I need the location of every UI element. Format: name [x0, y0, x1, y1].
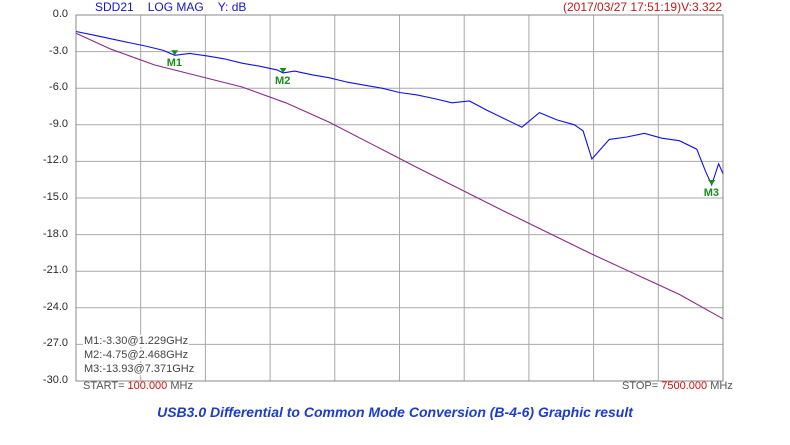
marker-symbol — [708, 179, 716, 185]
figure-caption: USB3.0 Differential to Common Mode Conve… — [157, 404, 633, 420]
marker-label: M2 — [275, 74, 291, 87]
y-tick-label: -6.0 — [49, 81, 68, 94]
y-tick-label: -18.0 — [42, 227, 68, 240]
y-tick-label: -15.0 — [42, 191, 68, 203]
series-line-scd21 — [75, 32, 724, 320]
marker-reading: M3:-13.93@7.371GHz — [83, 363, 196, 375]
start-frequency: START= 100.000 MHz — [83, 380, 193, 392]
y-tick-label: 0.0 — [52, 8, 68, 20]
marker-symbol — [171, 50, 179, 56]
stop-value: 7500.000 — [661, 380, 708, 392]
marker-label: M3 — [703, 186, 719, 199]
marker-symbols — [171, 50, 716, 185]
stop-unit: MHz — [710, 380, 733, 392]
traces — [75, 30, 724, 320]
trace-name: SDD21 — [95, 0, 134, 14]
trace-header: SDD21 LOG MAG Y: dB — [95, 0, 260, 14]
start-prefix: START= — [83, 380, 125, 392]
marker-label: M1 — [166, 57, 182, 70]
y-tick-label: -21.0 — [42, 264, 68, 277]
marker-reading: M1:-3.30@1.229GHz — [83, 335, 190, 347]
timestamp: (2017/03/27 17:51:19)V:3.322 — [563, 0, 723, 14]
series-line-sdd21 — [75, 30, 724, 187]
y-unit: Y: dB — [217, 0, 247, 14]
stop-prefix: STOP= — [622, 380, 659, 392]
y-tick-label: -27.0 — [42, 337, 68, 350]
marker-symbol — [279, 67, 287, 73]
start-unit: MHz — [170, 380, 193, 392]
y-tick-label: -3.0 — [49, 44, 68, 57]
marker-reading: M2:-4.75@2.468GHz — [83, 349, 190, 361]
y-tick-label: -9.0 — [49, 117, 68, 130]
y-tick-label: -12.0 — [42, 154, 68, 167]
start-value: 100.000 — [127, 380, 168, 392]
stop-frequency: STOP= 7500.000 MHz — [622, 380, 733, 392]
trace-format: LOG MAG — [147, 0, 204, 14]
y-tick-label: -30.0 — [42, 374, 68, 386]
y-tick-label: -24.0 — [42, 300, 68, 313]
plot-border — [75, 14, 724, 382]
grid — [75, 14, 724, 382]
